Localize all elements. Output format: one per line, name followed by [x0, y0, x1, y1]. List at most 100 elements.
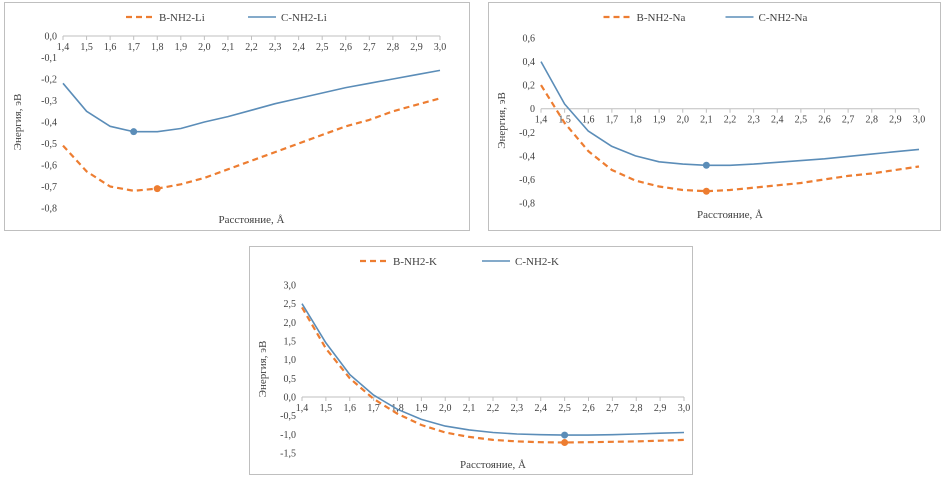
- x-tick-label: 2,9: [654, 403, 667, 414]
- x-tick-label: 2,8: [630, 403, 643, 414]
- legend-label: C-NH2-Na: [759, 12, 808, 24]
- x-tick-label: 1,6: [582, 115, 595, 126]
- x-tick-label: 1,6: [104, 42, 117, 53]
- y-tick-label: -0,3: [41, 96, 57, 107]
- x-tick-label: 2,1: [463, 403, 476, 414]
- y-tick-label: -1,5: [280, 449, 296, 460]
- minimum-marker-c-nh2-na: [702, 161, 710, 169]
- x-tick-label: 2,4: [535, 403, 548, 414]
- legend-label: B-NH2-K: [393, 256, 437, 268]
- y-tick-label: 2,0: [284, 318, 297, 329]
- minimum-marker-b-nh2-li: [153, 185, 161, 193]
- y-tick-label: -0,2: [519, 128, 535, 139]
- y-tick-label: -0,1: [41, 53, 57, 64]
- x-tick-label: 1,9: [653, 115, 666, 126]
- y-tick-label: -0,6: [41, 161, 57, 172]
- y-tick-label: 0: [530, 104, 535, 115]
- x-tick-label: 1,8: [151, 42, 164, 53]
- series-line-c-nh2-li: [62, 69, 441, 133]
- y-tick-label: 0,5: [284, 374, 297, 385]
- x-tick-label: 2,0: [198, 42, 211, 53]
- x-tick-label: 2,4: [771, 115, 784, 126]
- y-tick-label: -0,5: [280, 411, 296, 422]
- x-tick-label: 2,4: [292, 42, 305, 53]
- x-tick-label: 2,2: [487, 403, 500, 414]
- chart-li: 0,0 -0,1 -0,2 -0,3 -0,4 -0,5 -0,6 -0,7 -0,8 1,4 1,…: [4, 2, 470, 231]
- x-tick-label: 2,3: [269, 42, 282, 53]
- x-tick-label: 2,8: [387, 42, 400, 53]
- x-tick-label: 2,5: [795, 115, 808, 126]
- minimum-marker-c-nh2-k: [561, 431, 569, 439]
- y-tick-label: -0,8: [41, 204, 57, 215]
- y-tick-label: 0,4: [523, 57, 536, 68]
- x-tick-label: 1,6: [344, 403, 357, 414]
- x-tick-label: 1,7: [606, 115, 619, 126]
- x-tick-label: 1,7: [127, 42, 140, 53]
- legend-label: B-NH2-Na: [637, 12, 686, 24]
- series-line-b-nh2-k: [301, 306, 685, 444]
- chart-k: 3,0 2,5 2,0 1,5 1,0 0,5 0,0 -0,5 -1,0 -1,5 1,4 1,5 1…: [249, 246, 693, 475]
- minimum-marker-b-nh2-k: [561, 439, 569, 447]
- y-tick-label: -0,6: [519, 175, 535, 186]
- x-tick-label: 2,7: [606, 403, 619, 414]
- chart-k-svg: 3,0 2,5 2,0 1,5 1,0 0,5 0,0 -0,5 -1,0 -1,5 1,4 1,5 1…: [257, 256, 691, 471]
- y-tick-label: -0,5: [41, 139, 57, 150]
- x-tick-label: 2,9: [889, 115, 902, 126]
- x-tick-label: 2,6: [818, 115, 831, 126]
- series-line-c-nh2-k: [301, 303, 685, 436]
- y-tick-label: 1,0: [284, 355, 297, 366]
- y-tick-label: -1,0: [280, 430, 296, 441]
- x-tick-label: 1,5: [80, 42, 93, 53]
- x-tick-label: 2,2: [724, 115, 737, 126]
- x-tick-label: 2,1: [222, 42, 235, 53]
- minimum-marker-c-nh2-li: [130, 128, 138, 136]
- x-tick-label: 1,5: [320, 403, 333, 414]
- x-tick-label: 2,2: [245, 42, 258, 53]
- x-tick-label: 1,9: [415, 403, 428, 414]
- x-tick-label: 1,4: [296, 403, 309, 414]
- y-tick-label: -0,4: [41, 118, 57, 129]
- x-tick-label: 2,7: [363, 42, 376, 53]
- legend-label: C-NH2-K: [515, 256, 559, 268]
- x-axis-title: Расстояние, Å: [460, 459, 526, 471]
- series-line-c-nh2-na: [540, 61, 920, 167]
- y-tick-label: 3,0: [284, 281, 297, 292]
- chart-na: 0,6 0,4 0,2 0 -0,2 -0,4 -0,6 -0,8 1,4 1,5 1,6 1,7 1,…: [488, 2, 941, 231]
- x-tick-label: 1,4: [535, 115, 548, 126]
- x-tick-label: 3,0: [434, 42, 447, 53]
- x-tick-label: 2,0: [677, 115, 690, 126]
- y-tick-label: 0,0: [284, 393, 297, 404]
- y-tick-label: 0,2: [523, 81, 536, 92]
- x-tick-label: 2,9: [410, 42, 423, 53]
- x-tick-label: 2,5: [316, 42, 329, 53]
- x-tick-label: 3,0: [678, 403, 691, 414]
- y-tick-label: -0,2: [41, 75, 57, 86]
- y-axis-title: Энергия, эВ: [257, 341, 269, 398]
- x-tick-label: 2,3: [511, 403, 524, 414]
- y-tick-label: 2,5: [284, 299, 297, 310]
- x-tick-label: 2,0: [439, 403, 452, 414]
- x-tick-label: 2,8: [866, 115, 879, 126]
- y-axis-title: Энергия, эВ: [12, 94, 24, 151]
- y-tick-label: -0,8: [519, 199, 535, 210]
- x-axis-title: Расстояние, Å: [219, 214, 285, 226]
- x-tick-label: 2,3: [747, 115, 760, 126]
- x-tick-label: 1,7: [367, 403, 380, 414]
- y-tick-label: -0,7: [41, 182, 57, 193]
- chart-na-svg: 0,6 0,4 0,2 0 -0,2 -0,4 -0,6 -0,8 1,4 1,5 1,6 1,7 1,…: [496, 12, 926, 221]
- x-tick-label: 1,5: [558, 115, 571, 126]
- x-tick-label: 2,5: [558, 403, 571, 414]
- legend-label: B-NH2-Li: [159, 12, 205, 24]
- legend-label: C-NH2-Li: [281, 12, 327, 24]
- x-tick-label: 1,9: [175, 42, 188, 53]
- x-axis-title: Расстояние, Å: [697, 209, 763, 221]
- minimum-marker-b-nh2-na: [702, 187, 710, 195]
- y-tick-label: 0,6: [523, 34, 536, 45]
- x-tick-label: 1,8: [629, 115, 642, 126]
- x-tick-label: 3,0: [913, 115, 926, 126]
- y-tick-label: 1,5: [284, 337, 297, 348]
- chart-li-svg: 0,0 -0,1 -0,2 -0,3 -0,4 -0,5 -0,6 -0,7 -0,8 1,4 1,…: [12, 12, 447, 226]
- x-tick-label: 2,6: [340, 42, 353, 53]
- x-tick-label: 2,7: [842, 115, 855, 126]
- y-tick-label: -0,4: [519, 151, 535, 162]
